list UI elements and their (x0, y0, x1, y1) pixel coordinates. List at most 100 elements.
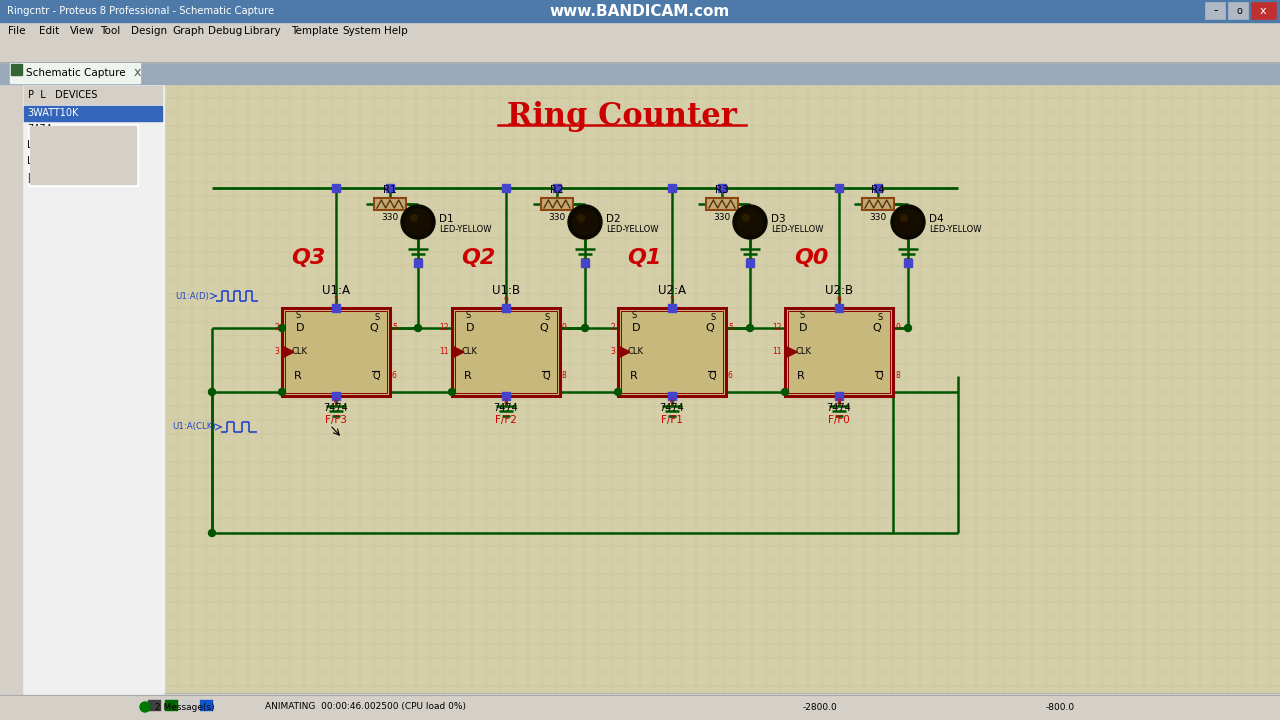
Text: CLK: CLK (462, 348, 477, 356)
Circle shape (279, 325, 285, 331)
Text: R: R (294, 371, 302, 381)
Text: U1:A: U1:A (323, 284, 349, 297)
Text: R: R (630, 371, 637, 381)
Circle shape (742, 215, 750, 222)
Bar (10, 63, 140, 83)
Bar (28, 124, 138, 186)
Circle shape (901, 215, 908, 222)
Circle shape (448, 389, 456, 395)
Text: 3: 3 (611, 348, 614, 356)
Text: LED-YELLOW: LED-YELLOW (27, 156, 88, 166)
Text: D3: D3 (771, 214, 786, 224)
Bar (454, 311, 557, 393)
Text: Q: Q (539, 323, 548, 333)
Bar (707, 198, 739, 210)
Text: CLK: CLK (795, 348, 812, 356)
Text: D: D (799, 323, 808, 333)
Polygon shape (785, 346, 797, 358)
Text: LED-YELLOW: LED-YELLOW (929, 225, 982, 235)
Text: -800.0: -800.0 (1046, 703, 1075, 711)
Text: 330: 330 (869, 212, 887, 222)
Bar (0, 695, 1280, 720)
Text: 5: 5 (392, 323, 397, 333)
Bar (668, 392, 676, 400)
Text: 11: 11 (439, 348, 449, 356)
Text: Ringcntr - Proteus 8 Professional - Schematic Capture: Ringcntr - Proteus 8 Professional - Sche… (6, 6, 274, 16)
Bar (874, 184, 882, 192)
Circle shape (411, 215, 417, 222)
Text: 330: 330 (713, 212, 731, 222)
Circle shape (404, 209, 431, 235)
Polygon shape (452, 346, 465, 358)
Text: www.BANDICAM.com: www.BANDICAM.com (550, 4, 730, 19)
Text: CLK: CLK (292, 348, 308, 356)
Bar (22, 84, 164, 695)
Bar (502, 304, 509, 312)
Text: LED-YELLOW: LED-YELLOW (771, 225, 823, 235)
Bar (0, 84, 22, 695)
Bar (282, 308, 390, 396)
Text: Debug: Debug (209, 26, 243, 36)
Text: 7474: 7474 (827, 403, 851, 413)
Polygon shape (282, 346, 294, 358)
Text: System: System (343, 26, 381, 36)
Text: 2: 2 (274, 323, 279, 333)
Bar (502, 184, 509, 192)
Text: Q2: Q2 (461, 248, 495, 268)
Text: o: o (1236, 6, 1242, 16)
Bar (182, 700, 195, 711)
Circle shape (279, 389, 285, 395)
Text: F/F1: F/F1 (660, 415, 684, 425)
Text: F/F0: F/F0 (828, 415, 850, 425)
Circle shape (577, 215, 585, 222)
Text: 2 Message(s): 2 Message(s) (155, 703, 215, 711)
Circle shape (733, 205, 767, 239)
Bar (835, 304, 844, 312)
Bar (618, 308, 726, 396)
Text: R2: R2 (550, 185, 564, 195)
Text: x: x (1260, 6, 1266, 16)
Text: 5: 5 (334, 296, 338, 305)
Circle shape (891, 205, 925, 239)
Text: Q: Q (708, 371, 716, 381)
Text: S: S (878, 313, 883, 323)
Text: 330: 330 (381, 212, 398, 222)
Text: Help: Help (384, 26, 407, 36)
Text: 7474: 7474 (27, 124, 51, 134)
Text: P  L   DEVICES: P L DEVICES (28, 90, 97, 100)
Text: S: S (799, 312, 804, 320)
Bar (785, 308, 893, 396)
Polygon shape (618, 346, 630, 358)
Text: Design: Design (131, 26, 168, 36)
Bar (452, 308, 561, 396)
Bar (553, 184, 561, 192)
Text: U2:A: U2:A (658, 284, 686, 297)
Text: Q: Q (705, 323, 714, 333)
Text: ANIMATING  00:00:46.002500 (CPU load 0%): ANIMATING 00:00:46.002500 (CPU load 0%) (265, 703, 466, 711)
Text: Ring Counter: Ring Counter (507, 101, 737, 132)
Bar (387, 184, 394, 192)
Text: Q: Q (876, 371, 883, 381)
Text: D: D (466, 323, 475, 333)
Text: Q3: Q3 (291, 248, 325, 268)
Text: CLK: CLK (628, 348, 644, 356)
Text: -: - (1213, 4, 1219, 17)
Text: 12: 12 (439, 323, 449, 333)
Text: 7474: 7474 (324, 403, 348, 413)
Bar (24, 106, 163, 121)
Bar (1204, 2, 1225, 19)
Text: Tool: Tool (100, 26, 120, 36)
Text: 8: 8 (837, 398, 841, 407)
Text: R: R (465, 371, 472, 381)
Text: 3WATT10K: 3WATT10K (27, 108, 78, 118)
Text: S: S (296, 312, 301, 320)
Bar (835, 184, 844, 192)
Text: 9: 9 (562, 323, 567, 333)
Circle shape (140, 702, 150, 712)
Text: Q: Q (369, 323, 378, 333)
Bar (788, 311, 890, 393)
Text: Schematic Capture: Schematic Capture (26, 68, 125, 78)
Text: 7474: 7474 (494, 403, 518, 413)
Text: -2800.0: -2800.0 (803, 703, 837, 711)
Text: D2: D2 (605, 214, 621, 224)
